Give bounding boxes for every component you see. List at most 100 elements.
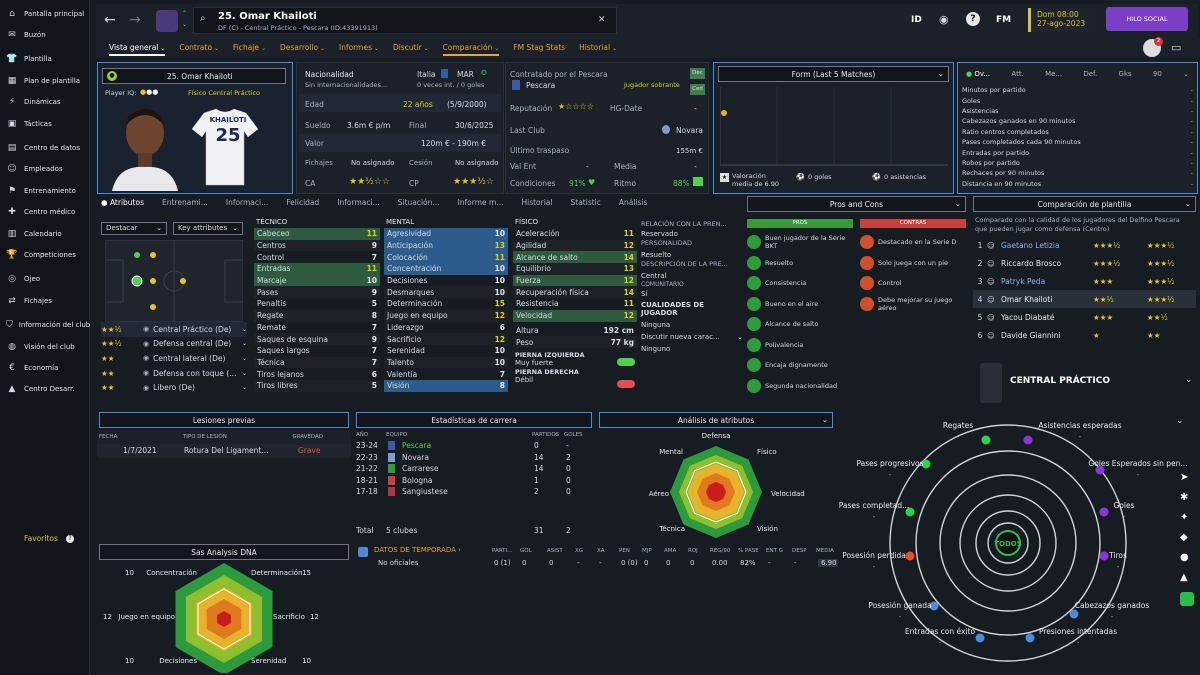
sidebar-item[interactable]: € Economía [0, 357, 89, 378]
social-feed-button[interactable]: HILO SOCIAL [1106, 7, 1188, 31]
attribute-row[interactable]: Regate 8 [254, 310, 380, 322]
highlight-dropdown[interactable]: Destacar ⌄ [101, 222, 167, 235]
attribute-row[interactable]: Control 7 [254, 251, 380, 263]
sub-tab[interactable]: Statistic [571, 198, 601, 207]
role-row[interactable]: ★★½ ◉ Central Práctico (De) ⌄ [101, 322, 247, 337]
attribute-row[interactable]: Anticipación 13 [384, 239, 508, 252]
sidebar-item[interactable]: 🏆 Competiciones [0, 244, 89, 265]
sidebar-item[interactable]: ⚡ Dinámicas [0, 92, 89, 113]
fm-button[interactable]: FM [996, 15, 1012, 25]
pass-icon[interactable]: ▲ [1180, 572, 1188, 583]
sidebar-item[interactable]: ✉ Buzón [0, 24, 89, 45]
injuries-header[interactable]: Lesiones previas [99, 412, 349, 428]
sidebar-item[interactable]: ⚑ Entrenamiento [0, 180, 89, 201]
sidebar-item[interactable]: ✚ Centro médico [0, 202, 89, 223]
stat-tab[interactable]: Def. [1083, 70, 1097, 78]
attribute-row[interactable]: Alcance de salto 14 [513, 251, 637, 264]
squad-comparison-header[interactable]: Comparación de plantilla ⌄ [973, 196, 1196, 212]
attribute-row[interactable]: Determinación 15 [384, 298, 508, 310]
world-icon[interactable]: ◉ [939, 13, 949, 26]
sidebar-item[interactable]: ▲ Centro Desarr. [0, 379, 89, 400]
forward-arrow-icon[interactable]: → [129, 12, 141, 28]
comparison-row[interactable]: 3 ☺ Patryk Peda ★★★ ★★★½ [973, 272, 1196, 290]
analysis-header[interactable]: Análisis de atributos ⌄ [599, 412, 833, 428]
nav-tab[interactable]: Informes ⌄ [339, 43, 379, 56]
attribute-row[interactable]: Talento 10 [384, 357, 508, 369]
career-header[interactable]: Estadísticas de carrera [356, 412, 592, 428]
nav-tab[interactable]: Vista general ⌄ [109, 43, 166, 56]
sub-tab[interactable]: Situación... [398, 198, 440, 207]
continue-date[interactable]: Dom 08:00 27-ago-2023 [1028, 8, 1096, 32]
sub-tab[interactable]: Informaci... [337, 198, 379, 207]
stat-tab[interactable]: Me... [1045, 70, 1062, 78]
nav-tab[interactable]: Desarrollo ⌄ [280, 43, 325, 56]
nav-tab[interactable]: FM Stag Stats [513, 43, 565, 56]
run-icon[interactable]: ➤ [1180, 472, 1189, 483]
sidebar-item[interactable]: ⇄ Fichajes [0, 290, 89, 311]
sidebar-item[interactable]: 👕 Plantilla [0, 49, 89, 70]
stat-row[interactable]: Cabezazos ganados en 90 minutos - [962, 116, 1193, 126]
comparison-row[interactable]: 1 ☺ Gaetano Letizia ★★★½ ★★★½ [973, 236, 1196, 254]
stat-row[interactable]: Pases completados cada 90 minutos - [962, 137, 1193, 147]
form-header[interactable]: Form (Last 5 Matches) ⌄ [718, 66, 949, 82]
sidebar-item[interactable]: ◎ Ojeo [0, 269, 89, 290]
chevron-down-icon[interactable]: ⌄ [1176, 416, 1184, 426]
nav-tab[interactable]: Fichaje ⌄ [233, 43, 266, 56]
sub-tab[interactable]: Felicidad [286, 198, 319, 207]
attribute-row[interactable]: Visión 8 [384, 379, 508, 392]
dna-header[interactable]: Sas Analysis DNA [99, 544, 349, 560]
key-attributes-dropdown[interactable]: Key attributes ⌄ [173, 222, 243, 235]
attribute-row[interactable]: Aceleración 11 [513, 228, 637, 240]
attribute-row[interactable]: Cabeceo 11 [254, 228, 380, 240]
close-icon[interactable]: ✕ [598, 15, 606, 25]
tackle-icon[interactable]: ✦ [1180, 512, 1189, 523]
career-row[interactable]: 18-21 Bologna 1 0 [354, 475, 594, 487]
attribute-row[interactable]: Equilibrio 13 [513, 263, 637, 275]
stat-row[interactable]: Rechaces por 90 minutos - [962, 168, 1193, 178]
sub-tab[interactable]: ● Atributos [101, 198, 144, 207]
career-row[interactable]: 23-24 Pescara 0 - [354, 440, 594, 452]
attribute-row[interactable]: Técnica 7 [254, 357, 380, 369]
attribute-row[interactable]: Concentración 10 [384, 263, 508, 275]
attribute-row[interactable]: Valentía 7 [384, 368, 508, 380]
id-button[interactable]: ID [911, 15, 922, 25]
attribute-row[interactable]: Marcaje 10 [254, 274, 380, 287]
sidebar-item[interactable]: ▤ Centro de datos [0, 137, 89, 158]
club-badge-icon[interactable] [156, 10, 178, 32]
last-club-value[interactable]: Novara [676, 126, 703, 135]
nav-tab[interactable]: Contrato ⌄ [179, 43, 219, 56]
role-row[interactable]: ★★ ◉ Defensa con toque (... ⌄ [101, 366, 247, 381]
attribute-row[interactable]: Pases 9 [254, 286, 380, 298]
attribute-row[interactable]: Agresividad 10 [384, 228, 508, 240]
stat-tab[interactable]: 90 [1153, 70, 1162, 78]
nav-tab[interactable]: Discutir ⌄ [393, 43, 429, 56]
stat-row[interactable]: Asistencias - [962, 106, 1193, 116]
career-row[interactable]: 21-22 Carrarese 14 0 [354, 463, 594, 475]
stat-row[interactable]: Goles - [962, 95, 1193, 105]
career-row[interactable]: 22-23 Novara 14 2 [354, 452, 594, 464]
comparison-row[interactable]: 5 ☺ Yacou Diabaté ★★★ ★★½ [973, 308, 1196, 326]
sidebar-item[interactable]: ☺ Empleados [0, 159, 89, 180]
injury-row[interactable]: 1/7/2021 Rotura Del Ligament... Grave [97, 444, 351, 458]
sidebar-item[interactable]: ⌂ Pantalla principal [0, 3, 89, 24]
help-icon[interactable]: ? [66, 535, 74, 543]
season-title[interactable]: DATOS DE TEMPORADA › [374, 546, 461, 554]
chevron-down-icon[interactable]: ⌄ [1183, 70, 1189, 78]
sidebar-item[interactable]: ◍ Visión del club [0, 336, 89, 357]
attribute-row[interactable]: Desmarques 10 [384, 286, 508, 298]
sub-tab[interactable]: Análisis [619, 198, 648, 207]
attribute-row[interactable]: Remate 7 [254, 322, 380, 334]
club-name[interactable]: Pescara [526, 81, 556, 90]
sidebar-item[interactable]: ⛉ Información del club [0, 314, 90, 335]
stat-tab[interactable]: ● Ov... [966, 70, 990, 78]
sidebar-item[interactable]: ▥ Calendario [0, 223, 89, 244]
nav-tab[interactable]: Comparación ⌄ [442, 43, 500, 56]
stat-tab[interactable]: Att. [1011, 70, 1023, 78]
attribute-row[interactable]: Velocidad 12 [513, 309, 637, 322]
attribute-row[interactable]: Decisiones 10 [384, 275, 508, 287]
attribute-row[interactable]: Penaltis 5 [254, 298, 380, 310]
stat-row[interactable]: Minutos por partido - [962, 85, 1193, 95]
sidebar-item[interactable]: ▣ Tácticas [0, 113, 89, 134]
all-icon[interactable] [1180, 592, 1194, 606]
attribute-row[interactable]: Agilidad 12 [513, 240, 637, 252]
